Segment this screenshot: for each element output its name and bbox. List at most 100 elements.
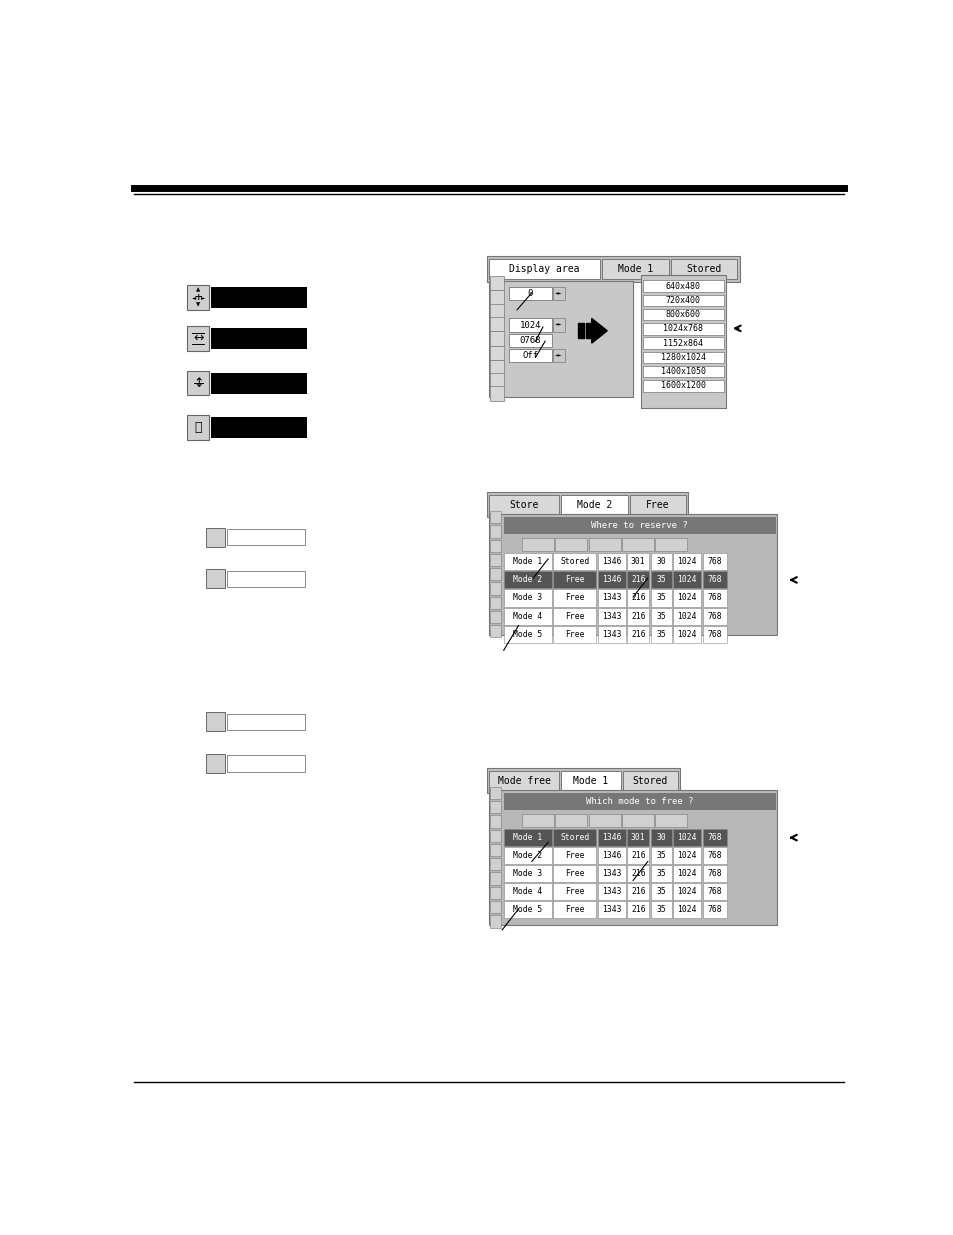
- Text: 1024: 1024: [677, 557, 696, 567]
- Text: 216: 216: [630, 611, 645, 620]
- Bar: [655, 814, 686, 827]
- Bar: [626, 866, 649, 882]
- Text: 1400x1050: 1400x1050: [660, 367, 705, 377]
- Bar: [597, 608, 625, 625]
- Bar: [488, 495, 558, 514]
- Bar: [488, 790, 777, 925]
- Text: 0: 0: [527, 289, 533, 298]
- Text: 1343: 1343: [601, 594, 620, 603]
- Text: Where to reserve ?: Where to reserve ?: [591, 521, 687, 530]
- Text: 1600x1200: 1600x1200: [660, 382, 705, 390]
- Bar: [553, 866, 596, 882]
- Bar: [553, 608, 596, 625]
- Text: ↕: ↕: [193, 377, 203, 389]
- Text: Mode 2: Mode 2: [513, 851, 542, 861]
- Bar: [672, 883, 700, 900]
- Bar: [701, 829, 726, 846]
- Bar: [206, 713, 225, 731]
- Bar: [650, 883, 671, 900]
- Bar: [588, 538, 619, 551]
- Bar: [553, 902, 596, 919]
- Text: 35: 35: [656, 594, 665, 603]
- Bar: [503, 517, 775, 535]
- Text: Free: Free: [564, 851, 584, 861]
- Text: 1346: 1346: [601, 851, 620, 861]
- Text: 800x600: 800x600: [665, 310, 700, 319]
- Text: 1343: 1343: [601, 887, 620, 897]
- Text: 768: 768: [707, 851, 721, 861]
- Bar: [650, 608, 671, 625]
- Bar: [672, 847, 700, 864]
- Bar: [211, 287, 307, 308]
- Bar: [672, 626, 700, 642]
- Bar: [597, 589, 625, 606]
- Text: Free: Free: [645, 500, 669, 510]
- Bar: [503, 608, 551, 625]
- Bar: [672, 589, 700, 606]
- Polygon shape: [591, 319, 606, 343]
- Text: Free: Free: [564, 887, 584, 897]
- Bar: [553, 589, 596, 606]
- Bar: [490, 858, 501, 871]
- Text: 768: 768: [707, 869, 721, 878]
- Text: Display area: Display area: [509, 264, 579, 274]
- Bar: [486, 493, 687, 517]
- Bar: [488, 771, 558, 790]
- Text: ◄: ◄: [192, 295, 196, 300]
- Text: 216: 216: [630, 576, 645, 584]
- Bar: [650, 829, 671, 846]
- Bar: [597, 553, 625, 571]
- Bar: [626, 572, 649, 589]
- Text: 640x480: 640x480: [665, 282, 700, 290]
- Bar: [503, 883, 551, 900]
- Bar: [626, 829, 649, 846]
- Bar: [503, 793, 775, 810]
- Text: 216: 216: [630, 594, 645, 603]
- Text: 35: 35: [656, 630, 665, 638]
- Bar: [672, 902, 700, 919]
- Bar: [650, 626, 671, 642]
- Text: 301: 301: [630, 834, 645, 842]
- Bar: [187, 370, 210, 395]
- Bar: [503, 553, 551, 571]
- Bar: [626, 883, 649, 900]
- Text: Stored: Stored: [559, 834, 589, 842]
- Bar: [490, 387, 503, 400]
- Bar: [701, 883, 726, 900]
- Bar: [211, 373, 307, 394]
- Text: 30: 30: [656, 834, 665, 842]
- Text: Mode 2: Mode 2: [513, 576, 542, 584]
- Text: ↔: ↔: [193, 332, 203, 345]
- Text: 0768: 0768: [519, 336, 540, 345]
- Bar: [488, 258, 599, 279]
- Text: Mode 5: Mode 5: [513, 630, 542, 638]
- Bar: [601, 258, 668, 279]
- Bar: [490, 872, 501, 884]
- Bar: [206, 753, 225, 773]
- Bar: [227, 756, 305, 772]
- Bar: [626, 902, 649, 919]
- Text: Stored: Stored: [632, 776, 667, 785]
- Bar: [490, 900, 501, 913]
- Bar: [508, 319, 551, 332]
- Text: 1024: 1024: [677, 594, 696, 603]
- Bar: [626, 847, 649, 864]
- Bar: [503, 847, 551, 864]
- Bar: [490, 844, 501, 856]
- Bar: [553, 626, 596, 642]
- Bar: [553, 883, 596, 900]
- Bar: [672, 829, 700, 846]
- Text: Mode 1: Mode 1: [513, 557, 542, 567]
- Bar: [490, 290, 503, 305]
- Bar: [701, 902, 726, 919]
- Bar: [503, 589, 551, 606]
- Bar: [672, 608, 700, 625]
- Bar: [488, 282, 633, 398]
- Bar: [227, 529, 305, 545]
- Bar: [642, 295, 723, 306]
- Text: 768: 768: [707, 611, 721, 620]
- Bar: [650, 902, 671, 919]
- Bar: [211, 417, 307, 438]
- Bar: [490, 277, 503, 290]
- Text: Free: Free: [564, 576, 584, 584]
